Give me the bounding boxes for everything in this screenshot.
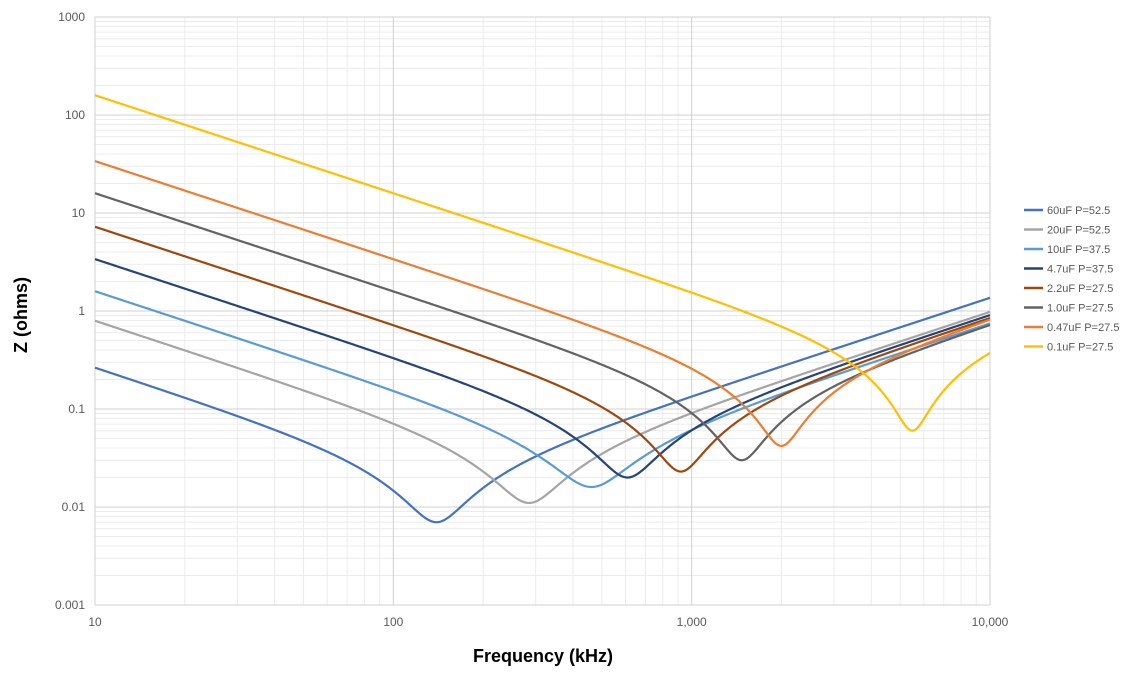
y-tick-label: 10 — [72, 206, 86, 220]
series-line — [94, 94, 991, 432]
legend-label: 1.0uF P=27.5 — [1047, 303, 1113, 315]
y-tick-label: 0.001 — [55, 598, 85, 612]
x-tick-label: 10,000 — [972, 615, 1009, 629]
y-tick-label: 1000 — [58, 10, 85, 24]
series-line — [94, 258, 991, 479]
series-line — [94, 225, 991, 473]
legend: 60uF P=52.5 20uF P=52.5 10uF P=37.5 4.7uF P… — [1024, 205, 1119, 354]
series-line — [94, 192, 991, 462]
series-line — [94, 290, 991, 489]
x-tick-labels: 10 100 1,000 10,000 — [88, 615, 1008, 629]
y-tick-label: 0.1 — [68, 402, 85, 416]
legend-label: 60uF P=52.5 — [1047, 205, 1110, 217]
series-line — [94, 296, 991, 524]
y-axis-title: Z (ohms) — [11, 277, 31, 353]
legend-label: 20uF P=52.5 — [1047, 225, 1110, 237]
x-tick-label: 1,000 — [677, 615, 707, 629]
legend-label: 0.47uF P=27.5 — [1047, 322, 1119, 334]
y-tick-label: 0.01 — [62, 500, 86, 514]
series-layer — [94, 94, 991, 524]
y-tick-labels: 0.001 0.01 0.1 1 10 100 1000 — [55, 10, 85, 612]
x-tick-label: 10 — [88, 615, 102, 629]
legend-label: 4.7uF P=37.5 — [1047, 264, 1113, 276]
grid-major — [94, 16, 991, 606]
x-tick-label: 100 — [383, 615, 403, 629]
y-tick-label: 1 — [78, 304, 85, 318]
legend-label: 0.1uF P=27.5 — [1047, 342, 1113, 354]
legend-label: 10uF P=37.5 — [1047, 244, 1110, 256]
legend-label: 2.2uF P=27.5 — [1047, 283, 1113, 295]
series-line — [94, 160, 991, 448]
x-axis-title: Frequency (kHz) — [473, 646, 613, 666]
series-line — [94, 310, 991, 505]
y-tick-label: 100 — [65, 108, 85, 122]
